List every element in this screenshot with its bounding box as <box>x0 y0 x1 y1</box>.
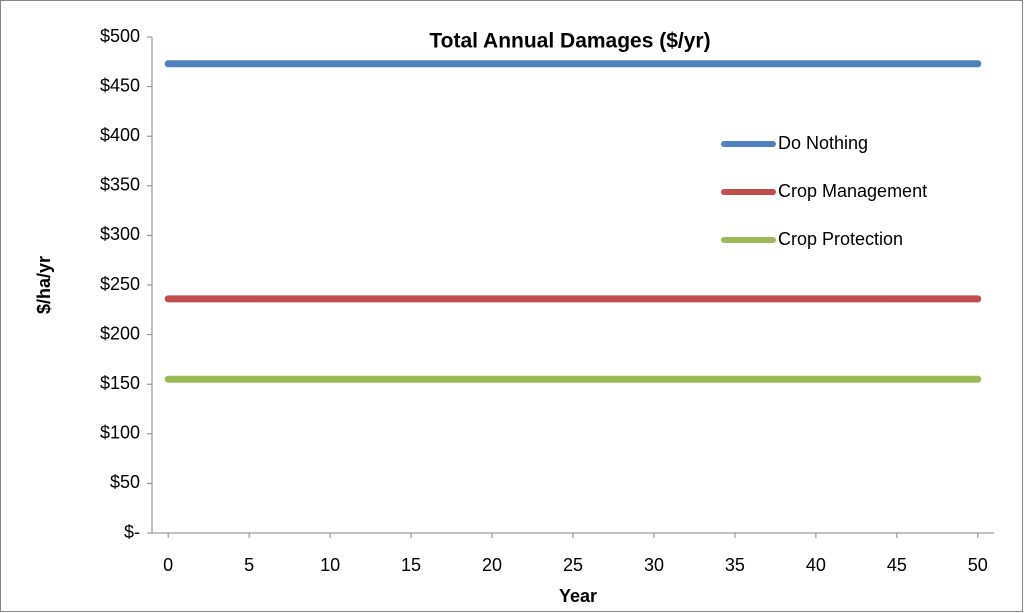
x-tick-label: 10 <box>320 555 340 575</box>
x-tick-label: 35 <box>725 555 745 575</box>
x-tick-label: 50 <box>968 555 988 575</box>
x-tick-label: 45 <box>887 555 907 575</box>
y-tick-label: $50 <box>110 472 140 492</box>
y-tick-label: $500 <box>100 26 140 46</box>
x-tick-label: 25 <box>563 555 583 575</box>
x-tick-label: 15 <box>401 555 421 575</box>
legend-label: Do Nothing <box>778 133 868 153</box>
legend-label: Crop Management <box>778 181 927 201</box>
y-tick-label: $400 <box>100 125 140 145</box>
legend-label: Crop Protection <box>778 229 903 249</box>
chart-title: Total Annual Damages ($/yr) <box>429 30 710 53</box>
x-tick-label: 5 <box>244 555 254 575</box>
y-tick-label: $250 <box>100 274 140 294</box>
y-tick-label: $300 <box>100 224 140 244</box>
y-tick-label: $- <box>124 522 140 542</box>
x-tick-label: 0 <box>163 555 173 575</box>
y-tick-label: $150 <box>100 373 140 393</box>
x-tick-label: 40 <box>806 555 826 575</box>
y-axis-label: $/ha/yr <box>34 256 54 314</box>
x-tick-label: 30 <box>644 555 664 575</box>
y-tick-label: $100 <box>100 423 140 443</box>
x-axis-label: Year <box>559 586 597 606</box>
x-tick-label: 20 <box>482 555 502 575</box>
y-tick-label: $350 <box>100 175 140 195</box>
y-tick-label: $200 <box>100 323 140 343</box>
y-tick-label: $450 <box>100 75 140 95</box>
